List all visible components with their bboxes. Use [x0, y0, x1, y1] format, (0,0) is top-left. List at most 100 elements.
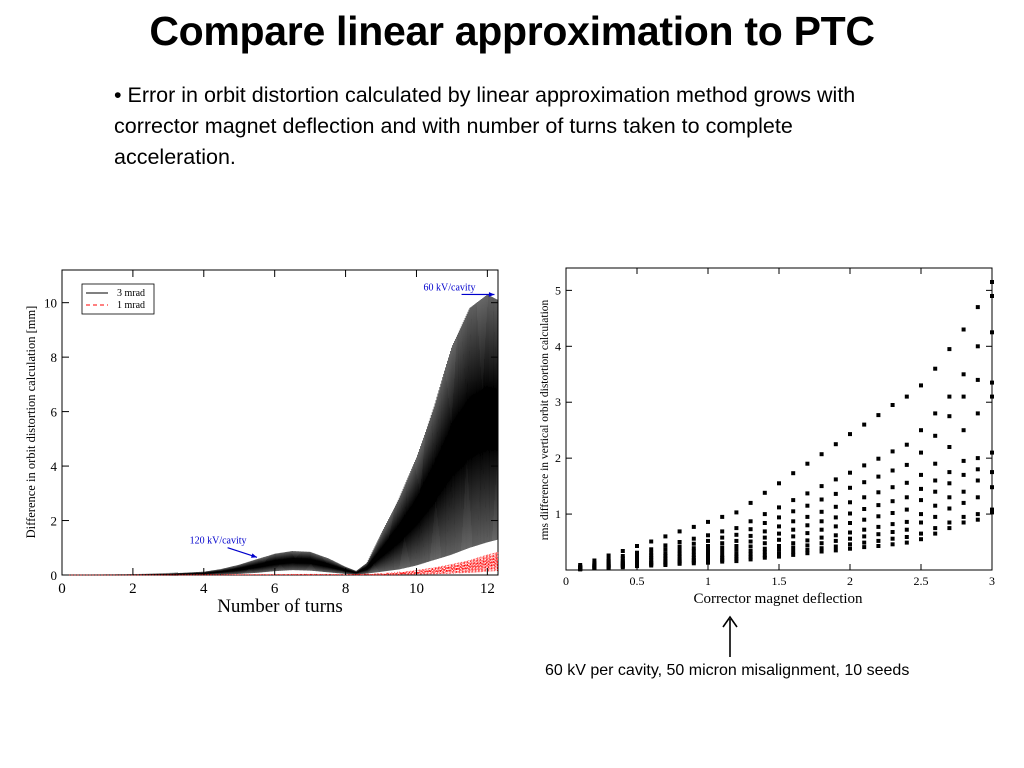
scatter-point	[833, 538, 838, 543]
annotation-arrowhead	[488, 292, 495, 297]
scatter-point	[635, 550, 639, 555]
scatter-point	[833, 533, 838, 538]
scatter-point	[734, 559, 739, 564]
scatter-point	[919, 383, 923, 388]
scatter-point	[706, 533, 710, 538]
scatter-point	[933, 478, 938, 483]
scatter-point	[862, 507, 867, 511]
scatter-point	[876, 514, 881, 519]
up-arrow-icon	[722, 615, 738, 657]
scatter-point	[990, 485, 994, 490]
chart-annotation: 120 kV/cavity	[190, 536, 247, 547]
scatter-point	[819, 519, 824, 524]
scatter-point	[919, 498, 923, 503]
scatter-point	[791, 549, 796, 554]
right-y-tick-label: 4	[555, 339, 561, 353]
scatter-point	[777, 524, 781, 529]
scatter-point	[791, 552, 796, 557]
scatter-point	[990, 380, 994, 385]
scatter-point	[791, 534, 796, 539]
scatter-point	[947, 470, 952, 475]
scatter-point	[990, 507, 994, 512]
scatter-point	[791, 527, 796, 532]
scatter-point	[762, 555, 767, 560]
scatter-point	[819, 546, 824, 551]
left-y-axis-label: Difference in orbit distortion calculati…	[24, 306, 38, 539]
scatter-point	[890, 485, 895, 490]
scatter-point	[990, 280, 994, 284]
scatter-point	[777, 544, 781, 548]
scatter-point	[990, 330, 994, 335]
scatter-point	[748, 539, 753, 544]
left-legend: 3 mrad 1 mrad	[81, 283, 155, 315]
scatter-point	[947, 520, 952, 525]
scatter-point	[777, 515, 781, 520]
scatter-point	[890, 530, 895, 534]
scatter-point	[649, 550, 654, 555]
scatter-point	[933, 489, 938, 494]
scatter-point	[663, 543, 668, 548]
scatter-point	[592, 566, 597, 571]
scatter-point	[706, 538, 710, 543]
scatter-point	[663, 534, 668, 539]
scatter-point	[990, 470, 994, 475]
scatter-point	[762, 550, 767, 555]
scatter-point	[961, 428, 966, 433]
scatter-point	[734, 554, 739, 559]
scatter-point	[748, 555, 753, 560]
scatter-point	[904, 540, 909, 545]
scatter-point	[833, 491, 838, 496]
scatter-point	[734, 526, 739, 531]
series-line-3-mrad	[62, 294, 499, 577]
left-x-tick-label: 12	[480, 581, 495, 597]
scatter-point	[805, 523, 810, 528]
scatter-point	[805, 531, 810, 536]
right-y-axis-label: rms difference in vertical orbit distort…	[539, 299, 551, 540]
scatter-point	[947, 445, 952, 449]
scatter-point	[748, 544, 753, 549]
scatter-point	[975, 495, 980, 500]
right-y-tick-label: 1	[555, 507, 561, 521]
scatter-point	[720, 545, 725, 550]
scatter-point	[606, 553, 611, 558]
scatter-point	[947, 506, 952, 511]
scatter-point	[677, 551, 682, 556]
scatter-point	[720, 529, 725, 534]
scatter-point	[975, 305, 980, 310]
scatter-point	[620, 549, 625, 553]
scatter-point	[706, 560, 710, 565]
scatter-point	[876, 538, 881, 543]
scatter-point	[691, 541, 696, 546]
scatter-point	[791, 541, 796, 546]
scatter-point	[677, 540, 682, 544]
scatter-point	[777, 554, 781, 559]
scatter-point	[848, 542, 852, 547]
scatter-point	[791, 498, 796, 503]
left-y-tick-label: 4	[51, 459, 58, 474]
scatter-point	[961, 394, 966, 399]
scatter-point	[762, 553, 767, 558]
scatter-point	[990, 394, 994, 399]
scatter-point	[734, 556, 739, 561]
scatter-point	[919, 486, 923, 491]
scatter-point	[805, 461, 810, 466]
scatter-point	[919, 450, 923, 455]
scatter-point	[933, 526, 938, 531]
scatter-point	[933, 514, 938, 519]
scatter-point	[635, 553, 639, 558]
scatter-point	[975, 517, 980, 522]
scatter-point	[720, 549, 725, 554]
scatter-point	[734, 544, 739, 548]
right-x-axis-label: Corrector magnet deflection	[693, 591, 863, 607]
scatter-point	[791, 545, 796, 550]
scatter-point	[578, 567, 583, 572]
scatter-point	[933, 531, 938, 536]
legend-label-3mrad: 3 mrad	[117, 288, 145, 299]
scatter-point	[762, 546, 767, 551]
scatter-point	[663, 563, 668, 567]
scatter-point	[890, 468, 895, 473]
scatter-point	[833, 442, 838, 447]
scatter-point	[762, 512, 767, 517]
scatter-point	[677, 529, 682, 534]
scatter-point	[635, 555, 639, 560]
